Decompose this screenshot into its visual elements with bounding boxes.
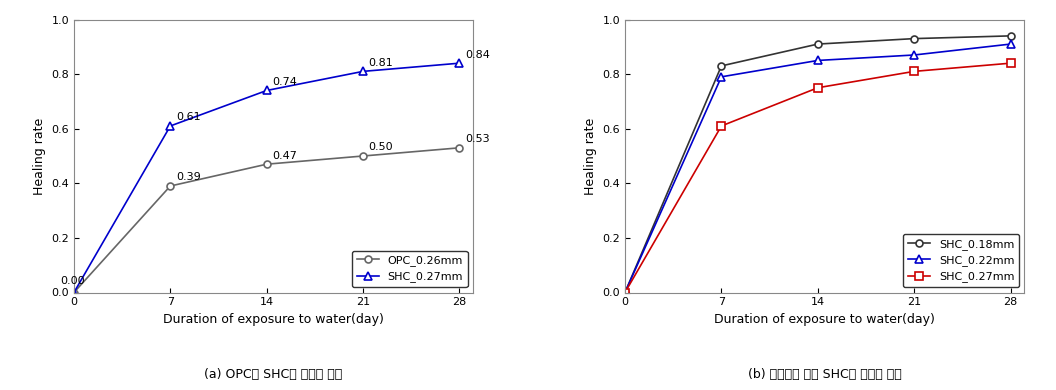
SHC_0.18mm xyxy=(715,64,728,68)
Y-axis label: Healing rate: Healing rate xyxy=(584,117,597,195)
OPC_0.26mm xyxy=(164,184,176,188)
SHC_0.27mm xyxy=(164,124,176,128)
OPC_0.26mm xyxy=(357,154,370,158)
SHC_0.22mm xyxy=(811,58,824,63)
Text: 0.50: 0.50 xyxy=(369,142,393,152)
Text: 0.00: 0.00 xyxy=(60,276,84,286)
SHC_0.27mm xyxy=(261,88,274,93)
SHC_0.22mm xyxy=(908,53,921,57)
SHC_0.18mm xyxy=(619,290,631,295)
SHC_0.27mm xyxy=(908,69,921,74)
Line: SHC_0.22mm: SHC_0.22mm xyxy=(621,40,1015,297)
SHC_0.27mm xyxy=(357,69,370,74)
Legend: OPC_0.26mm, SHC_0.27mm: OPC_0.26mm, SHC_0.27mm xyxy=(353,251,468,287)
Text: 0.39: 0.39 xyxy=(176,172,201,183)
Line: SHC_0.18mm: SHC_0.18mm xyxy=(622,32,1014,296)
OPC_0.26mm xyxy=(261,162,274,167)
SHC_0.22mm xyxy=(1004,42,1017,46)
SHC_0.22mm xyxy=(715,74,728,79)
Legend: SHC_0.18mm, SHC_0.22mm, SHC_0.27mm: SHC_0.18mm, SHC_0.22mm, SHC_0.27mm xyxy=(903,234,1019,287)
Text: 0.61: 0.61 xyxy=(176,112,201,122)
SHC_0.27mm xyxy=(1004,61,1017,66)
SHC_0.27mm xyxy=(811,85,824,90)
Line: OPC_0.26mm: OPC_0.26mm xyxy=(71,144,463,296)
SHC_0.18mm xyxy=(1004,34,1017,38)
Text: 0.81: 0.81 xyxy=(369,58,394,68)
SHC_0.18mm xyxy=(811,42,824,46)
Text: 0.47: 0.47 xyxy=(272,151,297,161)
SHC_0.27mm xyxy=(453,61,466,66)
Text: 0.74: 0.74 xyxy=(272,77,297,87)
Text: (a) OPC와 SHC의 치유율 비교: (a) OPC와 SHC의 치유율 비교 xyxy=(205,368,343,381)
X-axis label: Duration of exposure to water(day): Duration of exposure to water(day) xyxy=(163,313,384,326)
SHC_0.27mm xyxy=(715,124,728,128)
OPC_0.26mm xyxy=(68,290,80,295)
Text: (b) 균열폭에 따른 SHC의 치유율 비교: (b) 균열폭에 따른 SHC의 치유율 비교 xyxy=(748,368,902,381)
Text: 0.53: 0.53 xyxy=(465,134,490,144)
SHC_0.22mm xyxy=(619,290,631,295)
SHC_0.18mm xyxy=(908,36,921,41)
Y-axis label: Healing rate: Healing rate xyxy=(33,117,45,195)
SHC_0.27mm xyxy=(619,290,631,295)
Text: 0.84: 0.84 xyxy=(465,50,490,60)
Line: SHC_0.27mm: SHC_0.27mm xyxy=(621,59,1015,297)
Line: SHC_0.27mm: SHC_0.27mm xyxy=(70,59,464,297)
OPC_0.26mm xyxy=(453,145,466,150)
SHC_0.27mm xyxy=(68,290,80,295)
X-axis label: Duration of exposure to water(day): Duration of exposure to water(day) xyxy=(714,313,936,326)
